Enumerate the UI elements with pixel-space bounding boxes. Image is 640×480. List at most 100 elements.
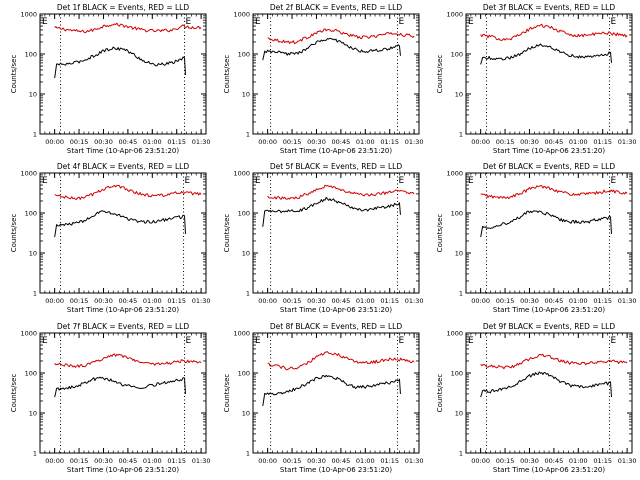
x-axis-label: Start Time (10-Apr-06 23:51:20)	[280, 466, 392, 474]
flag-label: E	[468, 176, 474, 186]
x-axis-label: Start Time (10-Apr-06 23:51:20)	[280, 147, 392, 155]
x-tick-label: 01:30	[618, 138, 637, 146]
flag-label: E	[611, 176, 617, 186]
y-tick-label: 1000	[446, 11, 463, 19]
x-tick-label: 01:15	[167, 138, 186, 146]
panel-title: Det 7f BLACK = Events, RED = LLD	[57, 322, 190, 331]
flag-label: E	[611, 336, 617, 346]
x-tick-label: 01:30	[405, 138, 424, 146]
y-axis-label: Counts/sec	[10, 55, 18, 94]
flag-label: E	[186, 336, 192, 346]
y-tick-label: 1	[459, 290, 463, 298]
y-tick-label: 1000	[20, 170, 37, 178]
flag-label: E	[42, 17, 48, 27]
panel-title: Det 4f BLACK = Events, RED = LLD	[57, 162, 190, 171]
x-tick-label: 00:30	[307, 138, 326, 146]
flag-label: E	[399, 176, 405, 186]
y-tick-label: 10	[29, 91, 37, 99]
flag-label: E	[255, 176, 261, 186]
y-tick-label: 1000	[233, 11, 250, 19]
x-tick-label: 01:00	[569, 457, 588, 465]
plot-frame	[39, 332, 207, 454]
panel-title: Det 2f BLACK = Events, RED = LLD	[270, 3, 403, 12]
x-tick-label: 00:15	[496, 138, 515, 146]
plot-frame	[465, 13, 633, 135]
x-tick-label: 01:30	[618, 297, 637, 305]
x-axis-label: Start Time (10-Apr-06 23:51:20)	[67, 466, 179, 474]
x-axis-label: Start Time (10-Apr-06 23:51:20)	[493, 306, 605, 314]
flag-label: E	[255, 336, 261, 346]
x-axis-label: Start Time (10-Apr-06 23:51:20)	[493, 466, 605, 474]
x-tick-label: 00:15	[283, 457, 302, 465]
y-tick-label: 1000	[446, 330, 463, 338]
x-tick-label: 01:00	[143, 297, 162, 305]
panel-title: Det 3f BLACK = Events, RED = LLD	[483, 3, 616, 12]
x-tick-label: 01:15	[167, 297, 186, 305]
y-axis-label: Counts/sec	[436, 55, 444, 94]
x-tick-label: 01:15	[380, 297, 399, 305]
y-tick-label: 10	[242, 410, 250, 418]
x-tick-label: 01:00	[569, 138, 588, 146]
x-tick-label: 00:30	[94, 138, 113, 146]
y-axis-label: Counts/sec	[223, 55, 231, 94]
x-tick-label: 00:15	[70, 297, 89, 305]
lld-rate-line	[480, 353, 628, 370]
lld-rate-line	[267, 351, 415, 371]
x-tick-label: 01:00	[356, 138, 375, 146]
x-tick-label: 01:15	[593, 297, 612, 305]
y-tick-label: 100	[451, 210, 463, 218]
y-tick-label: 1000	[446, 170, 463, 178]
lld-rate-line	[54, 184, 202, 200]
x-tick-label: 00:30	[520, 138, 539, 146]
lld-rate-line	[54, 353, 202, 368]
event-rate-line	[480, 210, 612, 238]
x-tick-label: 01:30	[192, 297, 211, 305]
x-tick-label: 00:30	[307, 457, 326, 465]
y-axis-label: Counts/sec	[436, 374, 444, 413]
lld-rate-line	[267, 28, 415, 44]
plot-frame	[39, 13, 207, 135]
event-rate-line	[480, 371, 612, 398]
x-tick-label: 01:00	[143, 138, 162, 146]
flag-label: E	[42, 336, 48, 346]
x-tick-label: 00:00	[471, 138, 490, 146]
y-axis-label: Counts/sec	[10, 374, 18, 413]
x-tick-label: 00:15	[283, 297, 302, 305]
x-tick-label: 01:00	[356, 457, 375, 465]
x-tick-label: 00:00	[471, 297, 490, 305]
y-axis-label: Counts/sec	[10, 214, 18, 253]
y-tick-label: 1	[246, 290, 250, 298]
y-tick-label: 1	[459, 450, 463, 458]
y-tick-label: 1000	[233, 330, 250, 338]
x-tick-label: 00:00	[45, 138, 64, 146]
x-tick-label: 00:45	[119, 138, 138, 146]
x-tick-label: 00:45	[332, 297, 351, 305]
x-tick-label: 01:30	[618, 457, 637, 465]
y-tick-label: 100	[238, 210, 250, 218]
y-tick-label: 100	[238, 370, 250, 378]
y-axis-label: Counts/sec	[223, 374, 231, 413]
y-tick-label: 100	[25, 210, 37, 218]
x-tick-label: 00:45	[545, 297, 564, 305]
y-tick-label: 100	[238, 51, 250, 59]
y-tick-label: 10	[455, 410, 463, 418]
panel-title: Det 5f BLACK = Events, RED = LLD	[270, 162, 403, 171]
x-tick-label: 00:15	[496, 297, 515, 305]
x-tick-label: 00:30	[94, 297, 113, 305]
x-axis-label: Start Time (10-Apr-06 23:51:20)	[67, 306, 179, 314]
y-axis-label: Counts/sec	[436, 214, 444, 253]
x-tick-label: 00:00	[45, 457, 64, 465]
event-rate-line	[54, 376, 186, 398]
x-tick-label: 01:00	[143, 457, 162, 465]
x-tick-label: 00:45	[545, 457, 564, 465]
x-tick-label: 00:00	[258, 457, 277, 465]
y-tick-label: 100	[25, 370, 37, 378]
event-rate-line	[54, 210, 186, 238]
y-tick-label: 10	[29, 250, 37, 258]
x-tick-label: 00:15	[70, 457, 89, 465]
x-tick-label: 00:30	[520, 457, 539, 465]
x-tick-label: 00:15	[496, 457, 515, 465]
plot-frame	[39, 172, 207, 294]
x-tick-label: 01:15	[167, 457, 186, 465]
